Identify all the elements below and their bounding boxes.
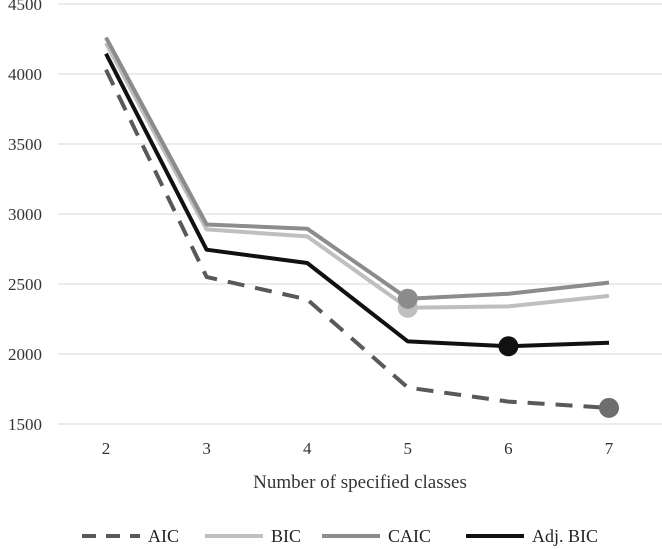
marker-adj-bic (498, 336, 519, 357)
x-tick-label: 5 (404, 439, 413, 458)
x-axis-ticks: 2 3 4 5 6 7 (102, 439, 614, 458)
legend: AIC BIC CAIC Adj. BIC (82, 526, 598, 546)
series-lines (104, 36, 610, 410)
y-tick-label: 3500 (8, 135, 42, 154)
series-line-caic (104, 36, 610, 301)
legend-label: AIC (148, 526, 179, 546)
marker-caic (397, 288, 418, 309)
series-line-aic (104, 68, 610, 410)
series-line-bic (104, 42, 610, 310)
marker-aic (599, 397, 619, 418)
y-tick-label: 2000 (8, 345, 42, 364)
x-tick-label: 3 (202, 439, 211, 458)
y-tick-label: 1500 (8, 415, 42, 434)
y-tick-label: 3000 (8, 205, 42, 224)
x-tick-label: 7 (605, 439, 614, 458)
series-line-adj-bic (104, 52, 610, 349)
x-tick-label: 4 (303, 439, 312, 458)
y-axis-ticks: 1500 2000 2500 3000 3500 4000 4500 (8, 0, 42, 434)
y-tick-label: 2500 (8, 275, 42, 294)
x-tick-label: 2 (102, 439, 111, 458)
y-tick-label: 4500 (8, 0, 42, 14)
series-markers (397, 288, 619, 418)
legend-label: BIC (271, 526, 301, 546)
legend-label: Adj. BIC (532, 526, 598, 546)
x-tick-label: 6 (504, 439, 513, 458)
x-axis-title: Number of specified classes (253, 472, 467, 493)
y-tick-label: 4000 (8, 65, 42, 84)
gridlines (58, 3, 662, 425)
legend-label: CAIC (388, 526, 431, 546)
